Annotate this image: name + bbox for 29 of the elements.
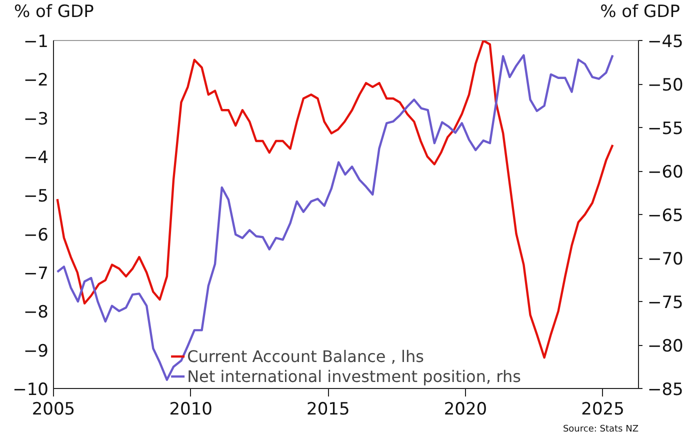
legend-label: Current Account Balance , lhs (187, 346, 424, 366)
y-tick-label: −8 (23, 302, 48, 323)
x-tick-label: 2010 (169, 400, 212, 420)
y2-tick-label: −80 (648, 336, 684, 356)
x-tick-label: 2020 (444, 400, 488, 420)
y2-tick-label: −55 (648, 119, 684, 139)
y2-tick-label: −65 (648, 206, 684, 226)
y2-tick-label: −85 (648, 380, 684, 400)
y-tick-label: −3 (23, 109, 48, 130)
y2-tick-label: −75 (648, 293, 684, 313)
y2-axis-title: % of GDP (600, 1, 680, 24)
y-tick-label: −5 (23, 186, 48, 207)
x-tick-label: 2025 (581, 400, 624, 420)
legend-label: Net international investment position, rhs (187, 366, 521, 386)
y-tick-label: −9 (23, 341, 48, 362)
y-tick-label: −1 (23, 32, 48, 52)
x-tick-label: 2005 (32, 400, 76, 420)
y-axis-title: % of GDP (14, 1, 94, 24)
y-tick-label: −10 (12, 380, 49, 400)
y2-tick-label: −60 (648, 162, 684, 182)
y-tick-label: −2 (23, 70, 48, 91)
y2-tick-label: −70 (648, 250, 684, 270)
y-tick-label: −7 (23, 264, 48, 284)
y-tick-label: −6 (23, 225, 48, 246)
x-tick-label: 2015 (306, 400, 350, 420)
y2-tick-label: −45 (648, 32, 684, 52)
y-tick-label: −4 (23, 148, 48, 168)
source-note: Source: Stats NZ (562, 424, 639, 434)
y2-tick-label: −50 (648, 76, 684, 96)
